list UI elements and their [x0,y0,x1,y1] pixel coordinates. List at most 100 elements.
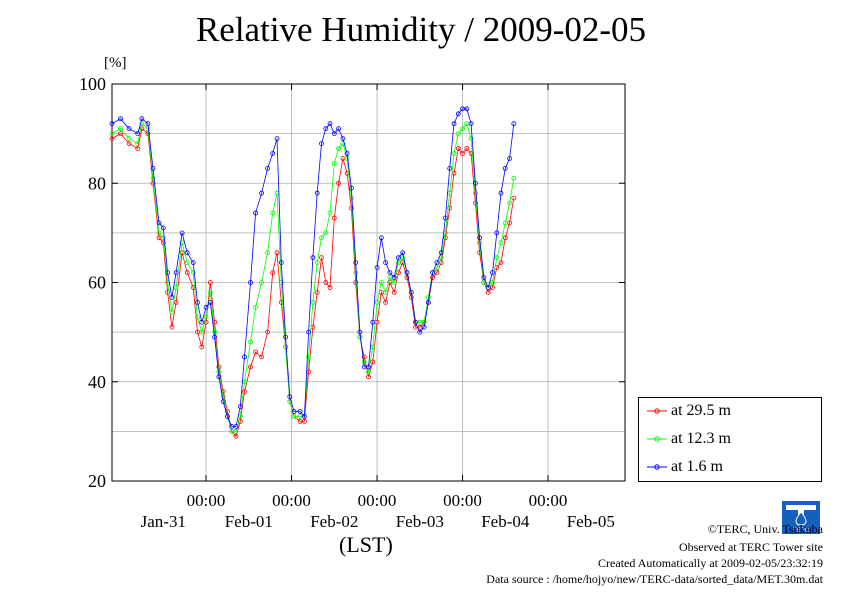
data-point [248,364,253,370]
data-point [511,121,517,127]
data-point [460,126,465,132]
data-point [118,126,123,132]
data-point [323,126,329,132]
data-point [348,195,354,201]
data-point [447,165,453,171]
data-point [203,304,209,310]
y-tick-label: 60 [88,273,106,293]
data-point [310,255,316,261]
data-point [490,270,495,276]
data-point [237,404,243,410]
x-time-label: 00:00 [358,491,397,510]
data-point [391,289,397,295]
data-point [220,399,226,405]
data-point [327,285,333,290]
data-point [301,418,307,424]
data-point [207,289,213,295]
data-point [408,289,414,295]
data-point [336,180,342,186]
data-point [287,399,293,405]
y-tick-label: 80 [88,173,106,193]
data-point [207,299,213,305]
data-point [274,136,280,142]
data-point [253,304,259,310]
data-point [353,260,359,266]
data-point [353,270,359,276]
data-point [395,255,401,261]
data-point [220,394,226,400]
y-tick-label: 100 [79,74,106,94]
data-point [242,354,247,360]
data-point [274,250,280,256]
data-point [242,389,247,395]
data-point [109,136,115,142]
data-point [265,250,271,256]
data-point [472,200,478,206]
data-point [301,414,307,419]
y-tick-label: 40 [88,372,106,392]
x-date-label: Feb-01 [225,512,273,531]
data-point [400,250,406,256]
data-point [319,255,324,261]
data-point [383,299,389,305]
x-date-label: Feb-03 [396,512,444,531]
data-point [366,374,371,380]
data-point [507,200,513,206]
data-point [417,329,423,335]
data-point [391,280,397,285]
data-point [451,151,457,156]
data-point [306,329,312,335]
data-point [109,121,115,127]
data-point [314,190,320,196]
data-point [173,299,179,305]
data-point [481,275,487,280]
data-point [135,131,141,137]
data-point [118,131,123,137]
data-point [319,235,324,241]
data-point [387,270,393,276]
data-point [199,319,205,325]
logo-text: TERC [793,528,810,534]
data-point [259,190,265,196]
data-point [327,121,333,127]
data-point [378,280,384,285]
data-point [455,111,461,117]
data-point [265,165,271,171]
data-point [270,270,276,276]
data-point [472,180,478,186]
x-time-label: 00:00 [272,491,311,510]
data-point [455,131,461,137]
data-point [323,280,329,285]
data-point [135,141,141,147]
legend-marker-red [647,408,667,414]
data-point [442,215,448,221]
data-point [344,151,350,156]
data-point [160,225,166,231]
data-point [156,220,162,226]
x-date-label: Jan-31 [141,512,186,531]
data-point [507,155,513,161]
data-point [425,299,431,305]
observed-text: Observed at TERC Tower site [678,540,823,554]
data-point [404,270,410,276]
data-point [179,240,185,246]
data-point [199,344,205,350]
data-point [391,275,397,280]
copyright-text: ©TERC, Univ. Tsukuba [707,522,823,536]
legend: at 29.5 m at 12.3 m at 1.6 m [638,397,822,482]
data-point [165,289,171,295]
data-point [216,374,222,380]
data-point [278,280,284,285]
data-point [212,334,218,340]
data-point [165,270,171,276]
data-point [374,299,380,305]
series-line-0 [111,127,515,438]
data-point [425,294,431,300]
data-point [156,230,162,236]
data-point [233,428,239,434]
data-point [224,409,230,414]
data-point [203,314,209,320]
data-point [145,121,151,127]
data-point [310,299,316,305]
data-point [348,185,354,191]
